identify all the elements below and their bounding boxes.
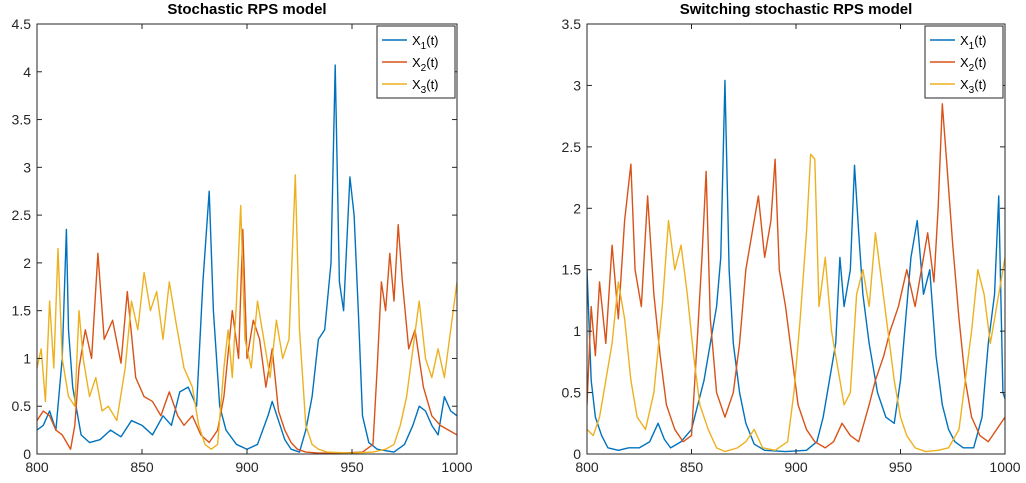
right-y-tick-label: 0: [573, 446, 581, 462]
right-y-tick-label: 1: [573, 323, 581, 339]
left-y-tick-label: 3.5: [12, 112, 32, 128]
right-x-tick-label: 950: [889, 459, 913, 475]
right-chart-svg: Switching stochastic RPS model 800 850 900 9…: [562, 1, 1021, 475]
right-series-line-x1: [587, 79, 1005, 453]
left-y-tick-label: 4.5: [12, 16, 32, 32]
left-y-tick-label: 0: [23, 446, 31, 462]
left-y-tick-label: 3: [23, 159, 31, 175]
right-legend: X1(t) X2(t) X3(t): [924, 25, 1004, 99]
left-x-tick-label: 800: [25, 459, 49, 475]
left-series-line-x1: [37, 64, 457, 453]
right-y-tick-label: 1.5: [562, 262, 582, 278]
right-series-line-x3: [587, 153, 1005, 453]
right-series-line-x2: [587, 103, 1005, 449]
left-series-group: [37, 64, 457, 454]
right-chart-panel: Switching stochastic RPS model 800 850 900 9…: [513, 0, 1026, 483]
left-series-line-x2: [37, 223, 457, 454]
left-series-line-x3: [37, 174, 457, 454]
left-y-tick-label: 1: [23, 350, 31, 366]
right-y-tick-label: 2.5: [562, 139, 582, 155]
right-x-tick-label: 850: [680, 459, 704, 475]
right-legend-label-x1: X1(t): [960, 33, 987, 52]
left-chart-panel: Stochastic RPS model 800 850 900 950 1000 0 0.5…: [12, 1, 473, 475]
left-legend-label-x3: X3(t): [412, 77, 439, 96]
left-y-tick-label: 1.5: [12, 303, 32, 319]
right-chart-title: Switching stochastic RPS model: [680, 1, 913, 18]
left-chart-svg: Stochastic RPS model 800 850 900 950 1000 0 0.5…: [12, 1, 473, 475]
right-y-tick-label: 2: [573, 200, 581, 216]
left-legend-label-x1: X1(t): [412, 33, 439, 52]
right-x-tick-label: 900: [784, 459, 808, 475]
left-legend-label-x2: X2(t): [412, 55, 439, 74]
left-x-tick-label: 900: [235, 459, 259, 475]
left-y-tick-label: 2.5: [12, 207, 32, 223]
left-chart-title: Stochastic RPS model: [167, 1, 326, 18]
right-legend-label-x2: X2(t): [960, 55, 987, 74]
right-legend-label-x3: X3(t): [960, 77, 987, 96]
right-x-tick-label: 800: [575, 459, 599, 475]
right-y-tick-label: 3.5: [562, 16, 582, 32]
left-y-tick-label: 2: [23, 255, 31, 271]
left-x-tick-label: 850: [130, 459, 154, 475]
right-y-tick-label: 0.5: [562, 385, 582, 401]
right-x-tick-label: 1000: [989, 459, 1020, 475]
left-x-tick-label: 1000: [441, 459, 472, 475]
left-x-tick-label: 950: [340, 459, 364, 475]
right-series-group: [587, 79, 1005, 453]
left-legend: X1(t) X2(t) X3(t): [376, 25, 456, 99]
left-y-tick-label: 0.5: [12, 398, 32, 414]
right-y-tick-label: 3: [573, 77, 581, 93]
left-y-tick-label: 4: [23, 64, 31, 80]
